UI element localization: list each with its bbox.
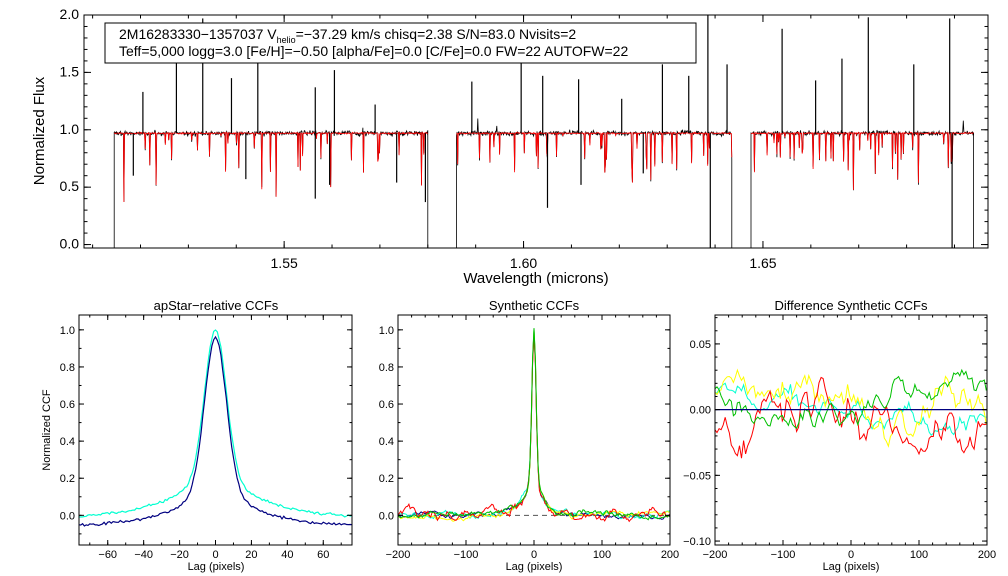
x-tick-label: 0	[531, 549, 537, 561]
x-tick-label: 1.55	[271, 255, 298, 271]
y-tick-label: 0.6	[379, 399, 394, 411]
difference-ccf-series	[715, 368, 987, 459]
y-tick-label: 1.5	[60, 63, 80, 79]
info-vhelio-subscript: helio	[277, 35, 296, 45]
x-tick-label: −60	[98, 549, 117, 561]
apstar-ccf-ticks: −60 −40 −20 0 20 40 60 0.0 0.2 0.4 0.6 0.8 1.0	[60, 315, 352, 561]
spectrum-axes-frame	[83, 14, 989, 249]
difference-ccf-x-axis-label: Lag (pixels)	[823, 561, 880, 573]
x-tick-label: −200	[386, 549, 411, 561]
y-tick-label: 0.00	[690, 405, 711, 417]
y-tick-label: −0.05	[683, 470, 711, 482]
synthetic-ccf-x-axis-label: Lag (pixels)	[506, 561, 563, 573]
info-star-id: 2M16283330−1357037 V	[119, 26, 277, 42]
difference-ccf-panel: Difference Synthetic CCFs −200 −100 0 100 20…	[683, 298, 996, 573]
y-tick-label: 1.0	[60, 325, 75, 337]
difference-ccf-title: Difference Synthetic CCFs	[775, 298, 928, 313]
spectrum-panel: 1.55 1.60 1.65 0.0 0.5 1.0 1.5 2.0 Wavelength (…	[31, 6, 989, 287]
synthetic-ccf-ticks: −200 −100 0 100 200 0.0 0.2 0.4 0.6 0.8 1.0	[379, 315, 679, 561]
apstar-ccf-series	[79, 329, 352, 527]
y-tick-label: 0.5	[60, 178, 80, 194]
spectrum-x-axis-label: Wavelength (microns)	[463, 270, 608, 287]
apstar-ccf-y-axis-label: Normalized CCF	[41, 389, 53, 471]
info-line-1: 2M16283330−1357037 Vhelio=−37.29 km/s ch…	[119, 26, 576, 45]
y-tick-label: 0.8	[379, 362, 394, 374]
difference-ccf-ticks: −200 −100 0 100 200 −0.10 −0.05 0.00 0.05	[683, 315, 996, 561]
y-tick-label: 0.4	[379, 436, 394, 448]
x-tick-label: 60	[317, 549, 329, 561]
synthetic-ccf-panel: Synthetic CCFs −200 −100 0 100 200 0.0 0.2 0.4 0…	[379, 298, 679, 573]
synthetic-ccf-line-5	[398, 328, 670, 521]
info-line-2: Teff=5,000 logg=3.0 [Fe/H]=−0.50 [alpha/…	[119, 43, 628, 59]
x-tick-label: 0	[848, 549, 854, 561]
y-tick-label: 0.4	[60, 436, 75, 448]
spectrum-info-box: 2M16283330−1357037 Vhelio=−37.29 km/s ch…	[104, 22, 697, 64]
x-tick-label: 1.65	[749, 255, 776, 271]
ccf-line-2	[79, 335, 352, 527]
x-tick-label: −100	[771, 549, 796, 561]
model-spectrum-line	[456, 131, 733, 183]
x-tick-label: 1.60	[510, 255, 537, 271]
difference-ccf-line-3	[715, 368, 987, 448]
x-tick-label: 40	[281, 549, 293, 561]
y-tick-label: 1.0	[379, 325, 394, 337]
spectrum-y-axis-label: Normalized Flux	[31, 76, 48, 185]
y-tick-label: 0.6	[60, 399, 75, 411]
apstar-ccf-title: apStar−relative CCFs	[154, 298, 279, 313]
y-tick-label: 0.8	[60, 362, 75, 374]
y-tick-label: −0.10	[683, 536, 711, 548]
x-tick-label: 20	[245, 549, 257, 561]
x-tick-label: −20	[170, 549, 189, 561]
synthetic-ccf-title: Synthetic CCFs	[489, 298, 580, 313]
apstar-ccf-panel: apStar−relative CCFs −60 −40 −20 0 20 40 60 0.0…	[41, 298, 353, 573]
x-tick-label: 100	[593, 549, 611, 561]
x-tick-label: −100	[454, 549, 479, 561]
synthetic-ccf-series	[398, 328, 670, 523]
x-tick-label: 200	[661, 549, 679, 561]
y-tick-label: 0.0	[60, 510, 75, 522]
x-tick-label: −40	[134, 549, 153, 561]
y-tick-label: 0.0	[60, 236, 80, 252]
x-tick-label: −200	[703, 549, 728, 561]
model-spectrum-line	[750, 131, 974, 190]
y-tick-label: 0.05	[690, 339, 711, 351]
x-tick-label: 0	[212, 549, 218, 561]
spectrum-ticks: 1.55 1.60 1.65 0.0 0.5 1.0 1.5 2.0	[60, 6, 988, 271]
y-tick-label: 0.0	[379, 510, 394, 522]
apstar-ccf-x-axis-label: Lag (pixels)	[188, 561, 245, 573]
y-tick-label: 2.0	[60, 6, 80, 22]
x-tick-label: 200	[978, 549, 996, 561]
y-tick-label: 0.2	[379, 473, 394, 485]
x-tick-label: 100	[910, 549, 928, 561]
y-tick-label: 0.2	[60, 473, 75, 485]
ccf-line-1	[79, 329, 352, 518]
difference-ccf-line-5	[715, 368, 987, 429]
spectrum-series	[113, 15, 974, 248]
y-tick-label: 1.0	[60, 121, 80, 137]
info-fit-stats: =−37.29 km/s chisq=2.38 S/N=83.0 Nvisits…	[296, 26, 577, 42]
